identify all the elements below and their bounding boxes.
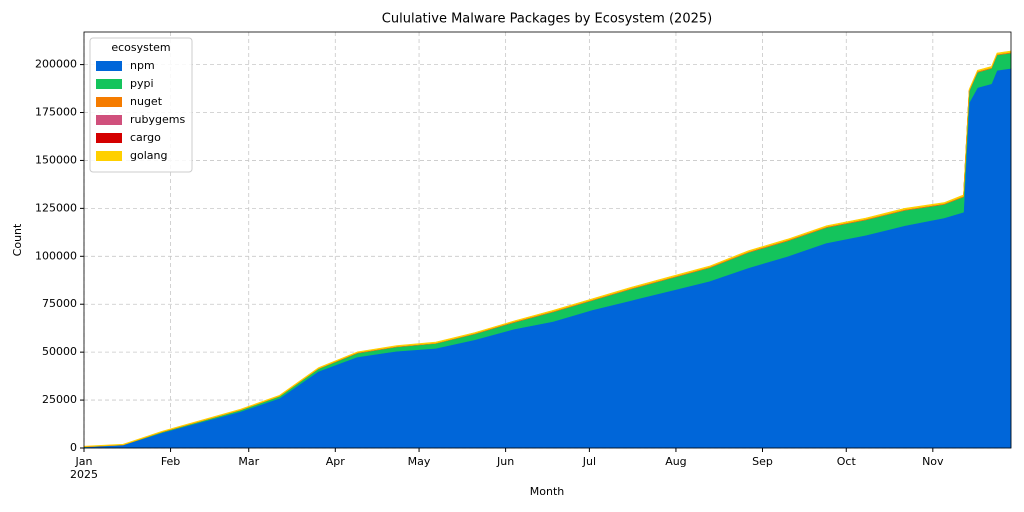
y-tick-label: 0 [70, 441, 77, 454]
x-tick-label: Jun [496, 455, 514, 468]
x-tick-label: Aug [665, 455, 686, 468]
y-tick-label: 25000 [42, 393, 77, 406]
legend-swatch [96, 151, 122, 161]
legend-label: npm [130, 59, 155, 72]
y-axis-label: Count [11, 223, 24, 256]
year-label: 2025 [70, 468, 98, 481]
area [83, 68, 1012, 449]
x-tick-label: Oct [837, 455, 857, 468]
chart-title: Cululative Malware Packages by Ecosystem… [382, 12, 712, 27]
legend-label: nuget [130, 95, 163, 108]
legend-label: rubygems [130, 113, 185, 126]
legend-swatch [96, 61, 122, 71]
y-tick-label: 50000 [42, 345, 77, 358]
x-tick-label: Jan [75, 455, 93, 468]
x-tick-label: Apr [326, 455, 346, 468]
x-tick-label: Feb [161, 455, 180, 468]
x-axis-label: Month [530, 485, 565, 498]
y-tick-label: 100000 [35, 249, 77, 262]
legend-swatch [96, 97, 122, 107]
legend-swatch [96, 115, 122, 125]
legend-label: cargo [130, 131, 161, 144]
y-tick-label: 200000 [35, 58, 77, 71]
legend-swatch [96, 133, 122, 143]
y-tick-label: 125000 [35, 201, 77, 214]
x-tick-label: Jul [582, 455, 596, 468]
y-tick-label: 150000 [35, 153, 77, 166]
x-tick-label: Mar [238, 455, 259, 468]
legend-title: ecosystem [111, 41, 170, 54]
x-tick-label: Sep [752, 455, 773, 468]
y-tick-label: 175000 [35, 106, 77, 119]
legend-label: golang [130, 149, 167, 162]
x-tick-label: Nov [922, 455, 944, 468]
legend-label: pypi [130, 77, 154, 90]
y-tick-label: 75000 [42, 297, 77, 310]
plot-frame [83, 31, 1012, 449]
x-tick-label: May [408, 455, 431, 468]
legend-swatch [96, 79, 122, 89]
